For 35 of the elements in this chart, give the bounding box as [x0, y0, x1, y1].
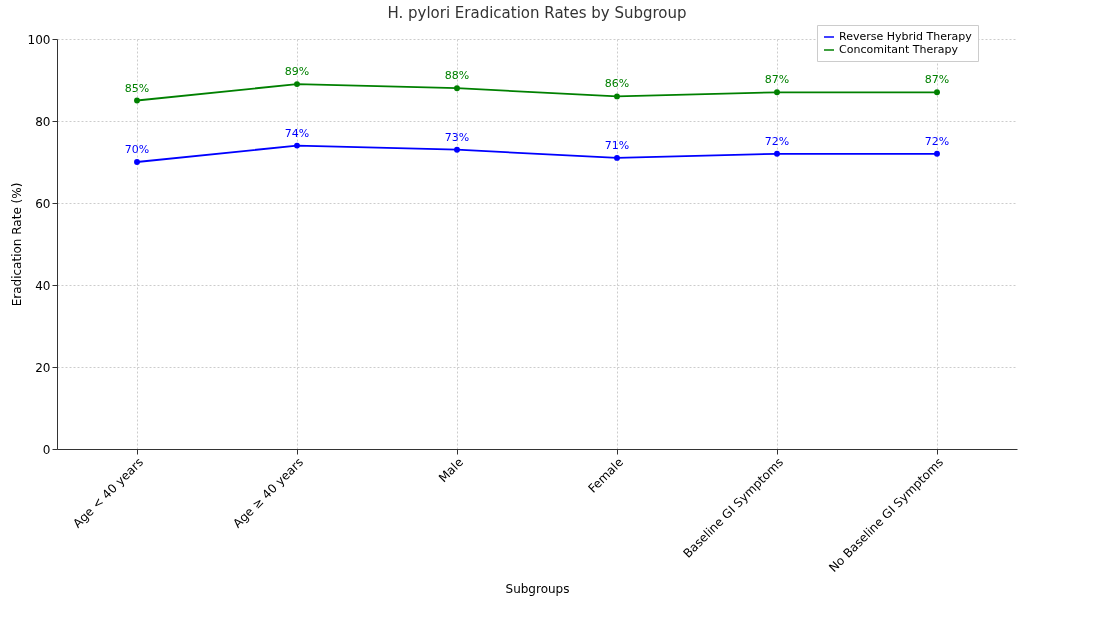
point — [454, 85, 460, 92]
data-label: 87% — [924, 73, 950, 87]
point — [934, 150, 940, 157]
point — [614, 93, 620, 100]
data-label: 85% — [124, 81, 150, 95]
y-tick-label: 100 — [27, 32, 51, 47]
point — [934, 89, 940, 96]
y-tick-label: 80 — [35, 114, 51, 129]
point — [294, 81, 300, 88]
data-label: 71% — [604, 138, 630, 152]
y-tick-label: 20 — [35, 360, 51, 375]
y-tick-label: 60 — [35, 196, 51, 211]
data-label: 88% — [444, 69, 470, 83]
legend-label: Reverse Hybrid Therapy — [839, 30, 973, 43]
chart-title: H. pylori Eradication Rates by Subgroup — [387, 3, 687, 22]
y-tick-label: 40 — [35, 278, 51, 293]
point — [134, 159, 140, 165]
data-label: 89% — [284, 65, 310, 79]
data-label: 87% — [764, 73, 790, 87]
y-tick-label: 0 — [42, 442, 51, 457]
data-label: 86% — [604, 77, 630, 91]
point — [454, 146, 460, 153]
point — [774, 150, 780, 157]
x-axis-title: Subgroups — [505, 582, 570, 597]
data-label: 73% — [444, 130, 470, 144]
point — [614, 154, 620, 161]
point — [774, 89, 780, 96]
y-axis-title: Eradication Rate (%) — [9, 182, 24, 307]
legend-label: Concomitant Therapy — [839, 43, 959, 56]
point — [294, 142, 300, 149]
point — [134, 97, 140, 104]
data-label: 72% — [764, 134, 790, 148]
data-label: 72% — [924, 134, 950, 148]
data-label: 70% — [124, 143, 150, 156]
data-label: 74% — [284, 126, 310, 140]
